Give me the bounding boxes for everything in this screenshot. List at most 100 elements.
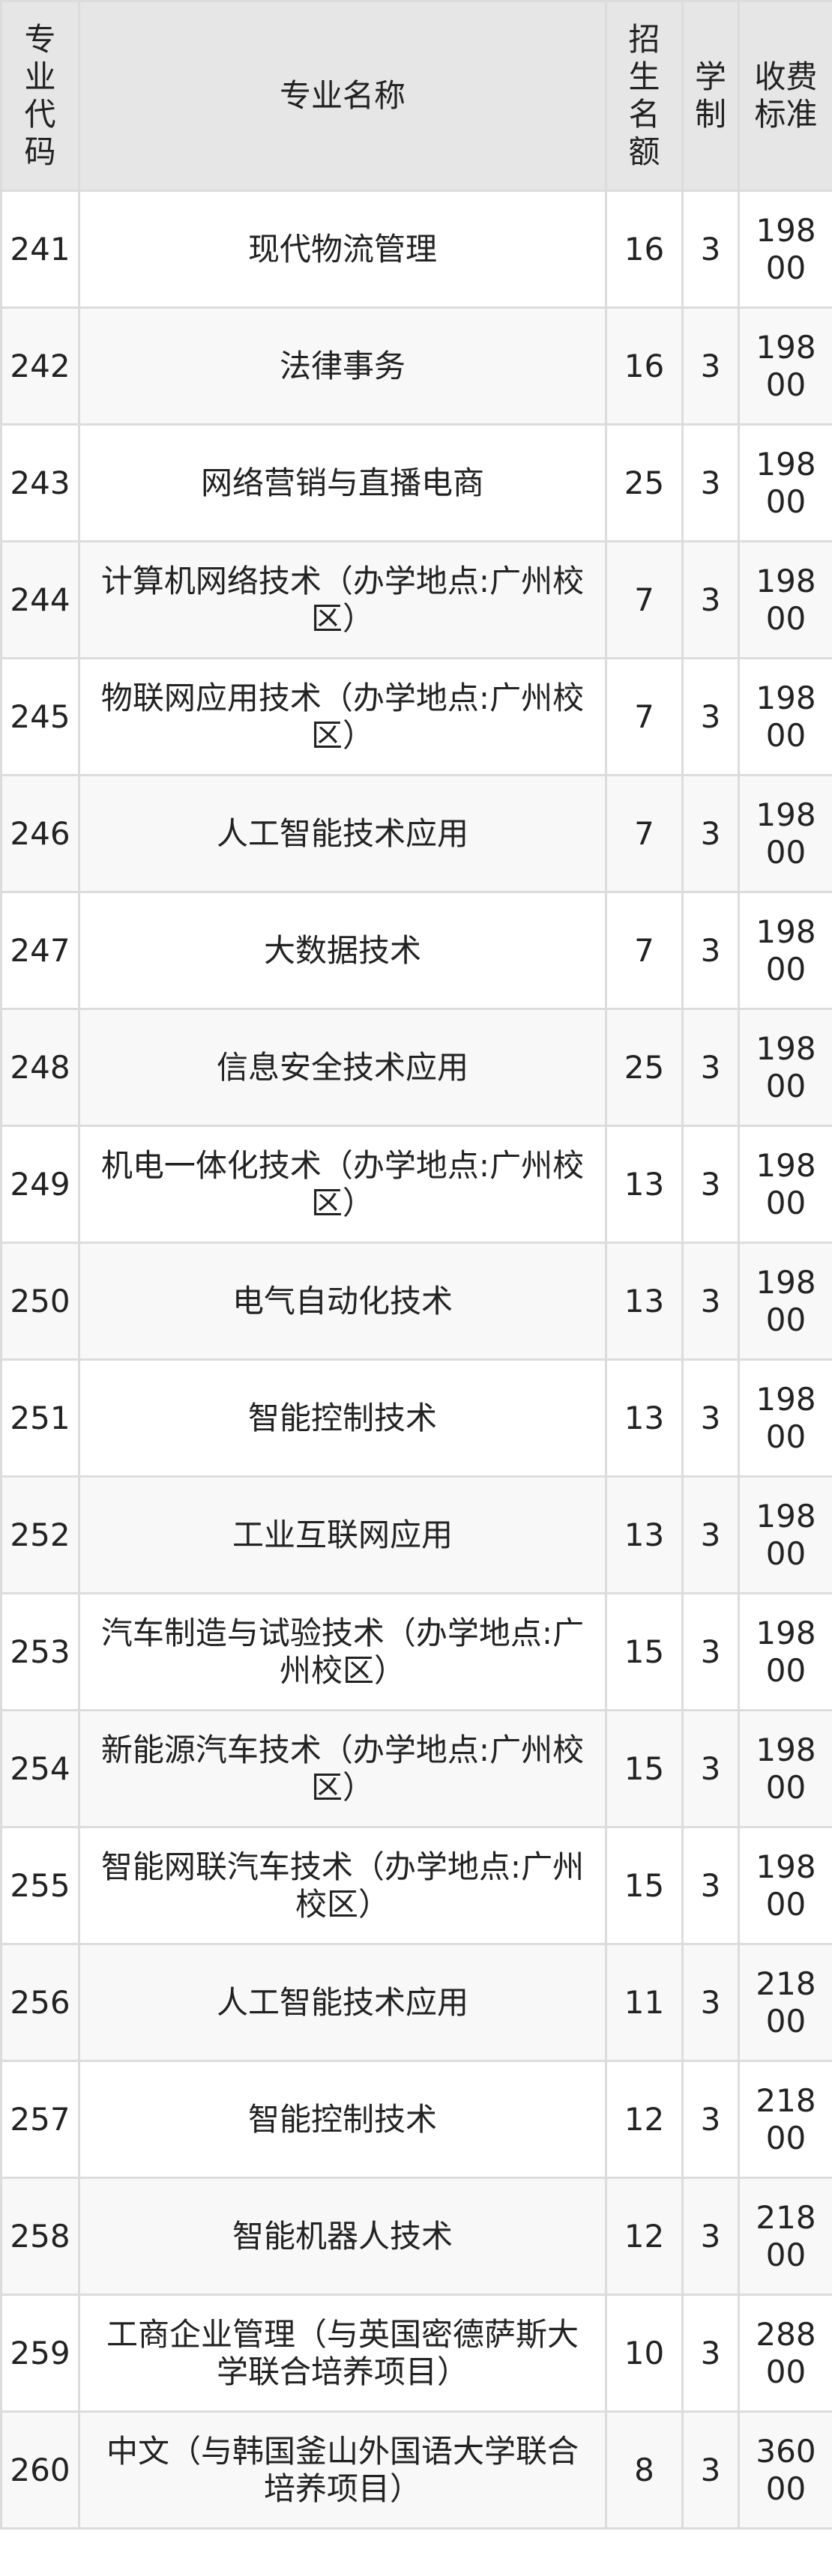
- table-row: 247 大数据技术 7 3 19800: [0, 891, 832, 1010]
- cell-code: 258: [0, 2177, 80, 2296]
- cell-name: 智能机器人技术: [78, 2177, 607, 2296]
- cell-duration: 3: [681, 774, 740, 893]
- table-row: 243 网络营销与直播电商 25 3 19800: [0, 423, 832, 542]
- table-row: 244 计算机网络技术（办学地点:广州校区） 7 3 19800: [0, 540, 832, 659]
- table-row: 254 新能源汽车技术（办学地点:广州校区） 15 3 19800: [0, 1709, 832, 1828]
- header-fee: 收费标准: [738, 0, 832, 192]
- cell-quota: 13: [605, 1475, 684, 1594]
- cell-fee: 28800: [738, 2294, 832, 2413]
- header-code: 专业代码: [0, 0, 80, 192]
- cell-code: 259: [0, 2294, 80, 2413]
- cell-duration: 3: [681, 1125, 740, 1244]
- table-row: 258 智能机器人技术 12 3 21800: [0, 2177, 832, 2296]
- cell-name: 工商企业管理（与英国密德萨斯大学联合培养项目）: [78, 2294, 607, 2413]
- cell-name: 信息安全技术应用: [78, 1008, 607, 1127]
- cell-name: 电气自动化技术: [78, 1242, 607, 1361]
- cell-fee: 19800: [738, 1475, 832, 1594]
- table-row: 260 中文（与韩国釜山外国语大学联合培养项目） 8 3 36000: [0, 2410, 832, 2530]
- cell-quota: 7: [605, 540, 684, 659]
- cell-quota: 16: [605, 306, 684, 426]
- table-row: 245 物联网应用技术（办学地点:广州校区） 7 3 19800: [0, 657, 832, 776]
- cell-quota: 15: [605, 1826, 684, 1945]
- cell-quota: 7: [605, 891, 684, 1010]
- cell-duration: 3: [681, 306, 740, 426]
- cell-name: 人工智能技术应用: [78, 1943, 607, 2062]
- cell-code: 253: [0, 1592, 80, 1711]
- cell-name: 物联网应用技术（办学地点:广州校区）: [78, 657, 607, 776]
- cell-quota: 25: [605, 1008, 684, 1127]
- header-name: 专业名称: [78, 0, 607, 192]
- cell-duration: 3: [681, 423, 740, 542]
- table-row: 241 现代物流管理 16 3 19800: [0, 190, 832, 309]
- cell-name: 法律事务: [78, 306, 607, 426]
- cell-duration: 3: [681, 2410, 740, 2530]
- cell-fee: 19800: [738, 1592, 832, 1711]
- cell-code: 254: [0, 1709, 80, 1828]
- cell-duration: 3: [681, 540, 740, 659]
- table-row: 257 智能控制技术 12 3 21800: [0, 2060, 832, 2179]
- cell-fee: 21800: [738, 1943, 832, 2062]
- cell-name: 大数据技术: [78, 891, 607, 1010]
- cell-fee: 21800: [738, 2177, 832, 2296]
- cell-quota: 13: [605, 1125, 684, 1244]
- cell-quota: 13: [605, 1358, 684, 1478]
- cell-name: 机电一体化技术（办学地点:广州校区）: [78, 1125, 607, 1244]
- cell-fee: 19800: [738, 1709, 832, 1828]
- cell-quota: 25: [605, 423, 684, 542]
- cell-fee: 19800: [738, 1826, 832, 1945]
- table-row: 249 机电一体化技术（办学地点:广州校区） 13 3 19800: [0, 1125, 832, 1244]
- cell-duration: 3: [681, 1709, 740, 1828]
- cell-name: 网络营销与直播电商: [78, 423, 607, 542]
- cell-quota: 8: [605, 2410, 684, 2530]
- cell-duration: 3: [681, 1008, 740, 1127]
- table-row: 251 智能控制技术 13 3 19800: [0, 1358, 832, 1478]
- cell-fee: 19800: [738, 1242, 832, 1361]
- cell-code: 256: [0, 1943, 80, 2062]
- cell-fee: 19800: [738, 190, 832, 309]
- cell-code: 245: [0, 657, 80, 776]
- cell-duration: 3: [681, 1475, 740, 1594]
- cell-code: 257: [0, 2060, 80, 2179]
- cell-fee: 19800: [738, 540, 832, 659]
- cell-quota: 12: [605, 2060, 684, 2179]
- cell-name: 中文（与韩国釜山外国语大学联合培养项目）: [78, 2410, 607, 2530]
- table-row: 248 信息安全技术应用 25 3 19800: [0, 1008, 832, 1127]
- cell-code: 249: [0, 1125, 80, 1244]
- cell-code: 247: [0, 891, 80, 1010]
- cell-quota: 13: [605, 1242, 684, 1361]
- cell-fee: 36000: [738, 2410, 832, 2530]
- cell-quota: 7: [605, 774, 684, 893]
- cell-fee: 19800: [738, 774, 832, 893]
- cell-duration: 3: [681, 1592, 740, 1711]
- cell-quota: 16: [605, 190, 684, 309]
- table-row: 250 电气自动化技术 13 3 19800: [0, 1242, 832, 1361]
- cell-code: 241: [0, 190, 80, 309]
- table-row: 242 法律事务 16 3 19800: [0, 306, 832, 426]
- cell-code: 243: [0, 423, 80, 542]
- cell-code: 244: [0, 540, 80, 659]
- cell-fee: 19800: [738, 1008, 832, 1127]
- cell-fee: 19800: [738, 1125, 832, 1244]
- cell-name: 人工智能技术应用: [78, 774, 607, 893]
- cell-fee: 19800: [738, 423, 832, 542]
- cell-code: 246: [0, 774, 80, 893]
- cell-name: 现代物流管理: [78, 190, 607, 309]
- cell-fee: 19800: [738, 306, 832, 426]
- cell-fee: 19800: [738, 891, 832, 1010]
- cell-code: 255: [0, 1826, 80, 1945]
- cell-duration: 3: [681, 2177, 740, 2296]
- cell-duration: 3: [681, 657, 740, 776]
- cell-quota: 12: [605, 2177, 684, 2296]
- cell-fee: 21800: [738, 2060, 832, 2179]
- cell-code: 260: [0, 2410, 80, 2530]
- cell-duration: 3: [681, 2294, 740, 2413]
- cell-quota: 15: [605, 1709, 684, 1828]
- cell-name: 智能网联汽车技术（办学地点:广州校区）: [78, 1826, 607, 1945]
- cell-name: 智能控制技术: [78, 1358, 607, 1478]
- cell-duration: 3: [681, 891, 740, 1010]
- table-row: 256 人工智能技术应用 11 3 21800: [0, 1943, 832, 2062]
- cell-duration: 3: [681, 1826, 740, 1945]
- cell-quota: 7: [605, 657, 684, 776]
- cell-duration: 3: [681, 1242, 740, 1361]
